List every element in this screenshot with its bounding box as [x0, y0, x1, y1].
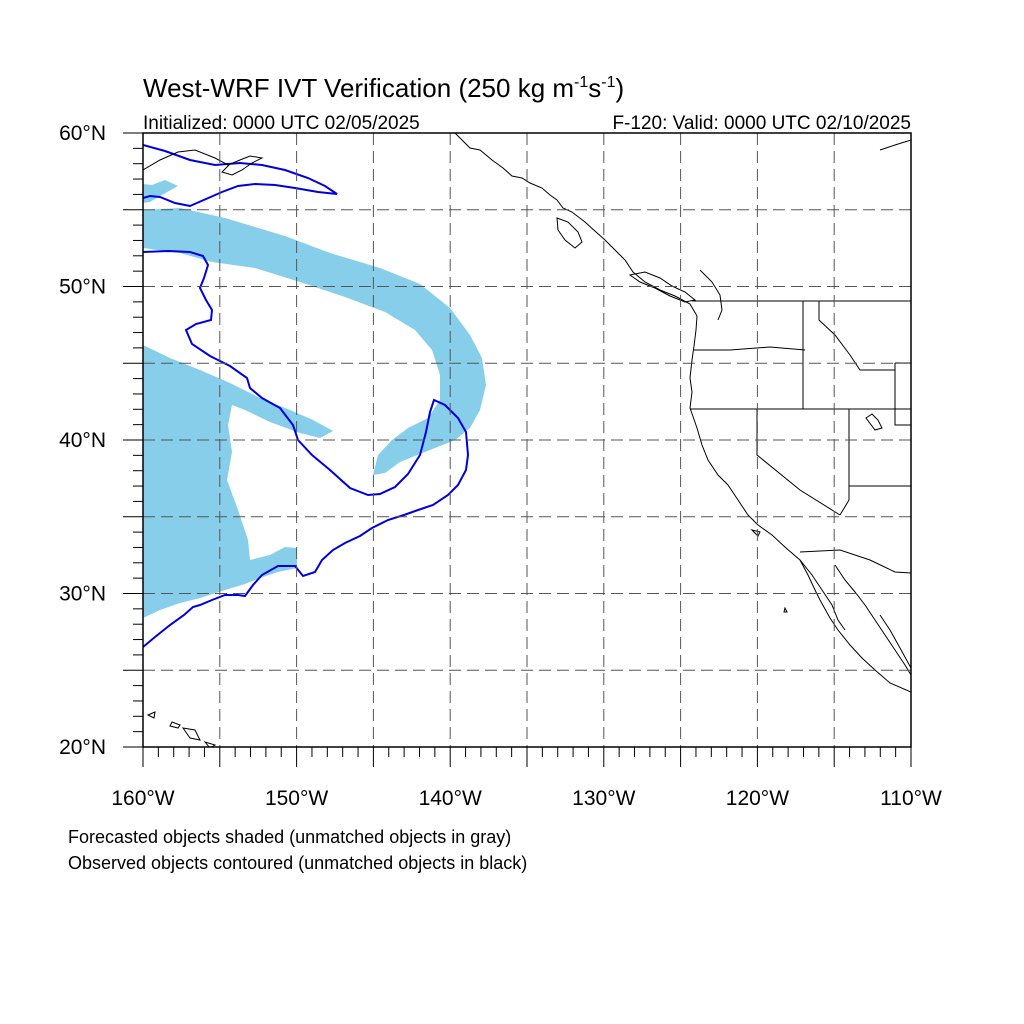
coast-gulf-of-alaska: [454, 133, 846, 631]
border-mt-west: [818, 301, 895, 371]
lat-label: 40°N: [59, 429, 106, 452]
coast-british-columbia-inner: [699, 269, 723, 321]
map-title: West-WRF IVT Verification (250 kg m-1s-1…: [143, 73, 624, 103]
lat-label: 30°N: [59, 583, 106, 606]
forecast-object-south-tongue: [143, 345, 333, 618]
lon-label: 120°W: [726, 787, 789, 810]
observed-contour-alaska: [143, 144, 338, 208]
forecast-object-alaska: [143, 180, 178, 203]
coast-gulf-of-california: [834, 564, 911, 676]
axis-ticks: [123, 132, 912, 767]
lon-label: 130°W: [572, 787, 635, 810]
forecast-objects: [143, 180, 486, 618]
lon-label: 160°W: [111, 787, 174, 810]
coast-alaska-north: [143, 149, 264, 176]
border-us-mexico: [799, 549, 911, 574]
lon-label: 150°W: [265, 787, 328, 810]
border-wa-or: [694, 346, 806, 351]
border-wy-box: [894, 362, 911, 426]
island-hawaii-niihau: [146, 711, 156, 719]
lat-label: 50°N: [59, 276, 106, 299]
coast-baja-california: [799, 559, 911, 693]
observed-objects: [143, 144, 470, 648]
observed-contour-main: [143, 249, 470, 648]
lat-label: 60°N: [59, 122, 106, 145]
footer-observed-note: Observed objects contoured (unmatched ob…: [68, 853, 527, 873]
lon-label: 140°W: [419, 787, 482, 810]
longitude-labels: 160°W 150°W 140°W 130°W 120°W 110°W: [111, 787, 942, 810]
lat-label: 20°N: [59, 736, 106, 759]
footer-forecast-note: Forecasted objects shaded (unmatched obj…: [68, 827, 511, 847]
grid-lines: [143, 133, 911, 747]
island-guadalupe: [783, 606, 788, 613]
coast-northwest-ak: [879, 139, 911, 151]
island-hawaii-big: [181, 727, 201, 741]
valid-time-label: F-120: Valid: 0000 UTC 02/10/2025: [612, 113, 911, 134]
border-nv-az: [839, 409, 850, 516]
island-hawaii-maui: [169, 721, 181, 729]
coast-mexico-mainland: [879, 614, 911, 669]
island-channel-islands: [750, 529, 761, 537]
init-time-label: Initialized: 0000 UTC 02/05/2025: [143, 113, 420, 134]
island-haida-gwaii: [556, 217, 583, 249]
lon-label: 110°W: [880, 787, 942, 810]
coastlines-and-borders: [143, 133, 911, 747]
border-ca-nv: [756, 409, 841, 516]
great-salt-lake: [865, 413, 883, 431]
latitude-labels: 60°N 50°N 40°N 30°N 20°N: [59, 122, 106, 759]
forecast-object-main-band: [143, 208, 486, 475]
